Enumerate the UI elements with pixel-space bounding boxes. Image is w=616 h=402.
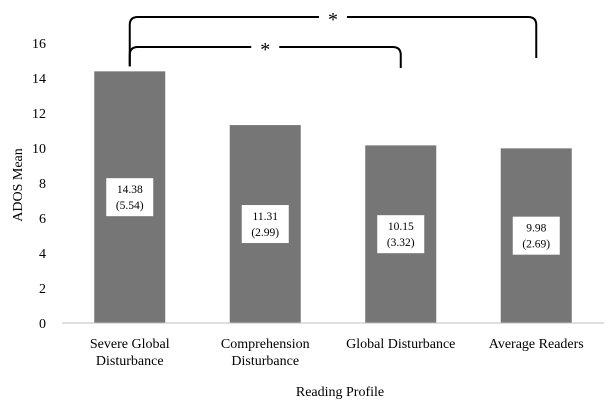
y-tick-label: 12: [32, 107, 46, 122]
y-tick-label: 14: [32, 72, 46, 87]
category-label: Average Readers: [489, 337, 584, 352]
x-axis-title: Reading Profile: [296, 385, 384, 400]
data-label: (2.99): [251, 227, 279, 239]
data-label-box: [377, 215, 425, 254]
category-label: Global Disturbance: [346, 337, 455, 352]
category-label: Comprehension: [221, 337, 310, 352]
y-axis-title: ADOS Mean: [11, 148, 26, 222]
data-label: (3.32): [387, 237, 415, 249]
data-labels: 14.38 (5.54) 11.31 (2.99) 10.15 (3.32) 9.98 (2.…: [106, 178, 560, 255]
bars: [94, 71, 572, 323]
data-label: (2.69): [522, 239, 550, 251]
y-tick-label: 0: [39, 317, 46, 332]
y-tick-label: 6: [39, 212, 46, 227]
data-label-box: [106, 178, 154, 217]
significance-star: *: [260, 39, 270, 61]
bracket-right-arm: [279, 46, 402, 68]
category-label: Disturbance: [231, 354, 299, 369]
y-tick-label: 16: [32, 37, 46, 52]
significance-star: *: [328, 9, 338, 31]
data-label: (5.54): [116, 200, 144, 212]
y-tick-label: 2: [39, 282, 46, 297]
y-tick-label: 4: [39, 247, 46, 262]
y-tick-label: 10: [32, 142, 46, 157]
data-label: 9.98: [526, 223, 546, 235]
data-label: 14.38: [117, 184, 143, 196]
y-tick-label: 8: [39, 177, 46, 192]
data-label: 10.15: [388, 221, 414, 233]
y-axis-ticks: 0 2 4 6 8 10 12 14 16: [32, 37, 46, 332]
bracket-left-arm: [128, 46, 252, 67]
bracket-left-arm: [128, 16, 319, 67]
bracket-right-arm: [347, 16, 538, 58]
significance-brackets: **: [128, 9, 538, 68]
data-label: 11.31: [253, 211, 279, 223]
data-label-box: [512, 216, 560, 255]
category-label: Severe Global: [90, 337, 170, 352]
category-label: Disturbance: [96, 354, 164, 369]
data-label-box: [241, 205, 289, 244]
category-labels: Severe Global Disturbance Comprehension Dis…: [90, 337, 584, 369]
